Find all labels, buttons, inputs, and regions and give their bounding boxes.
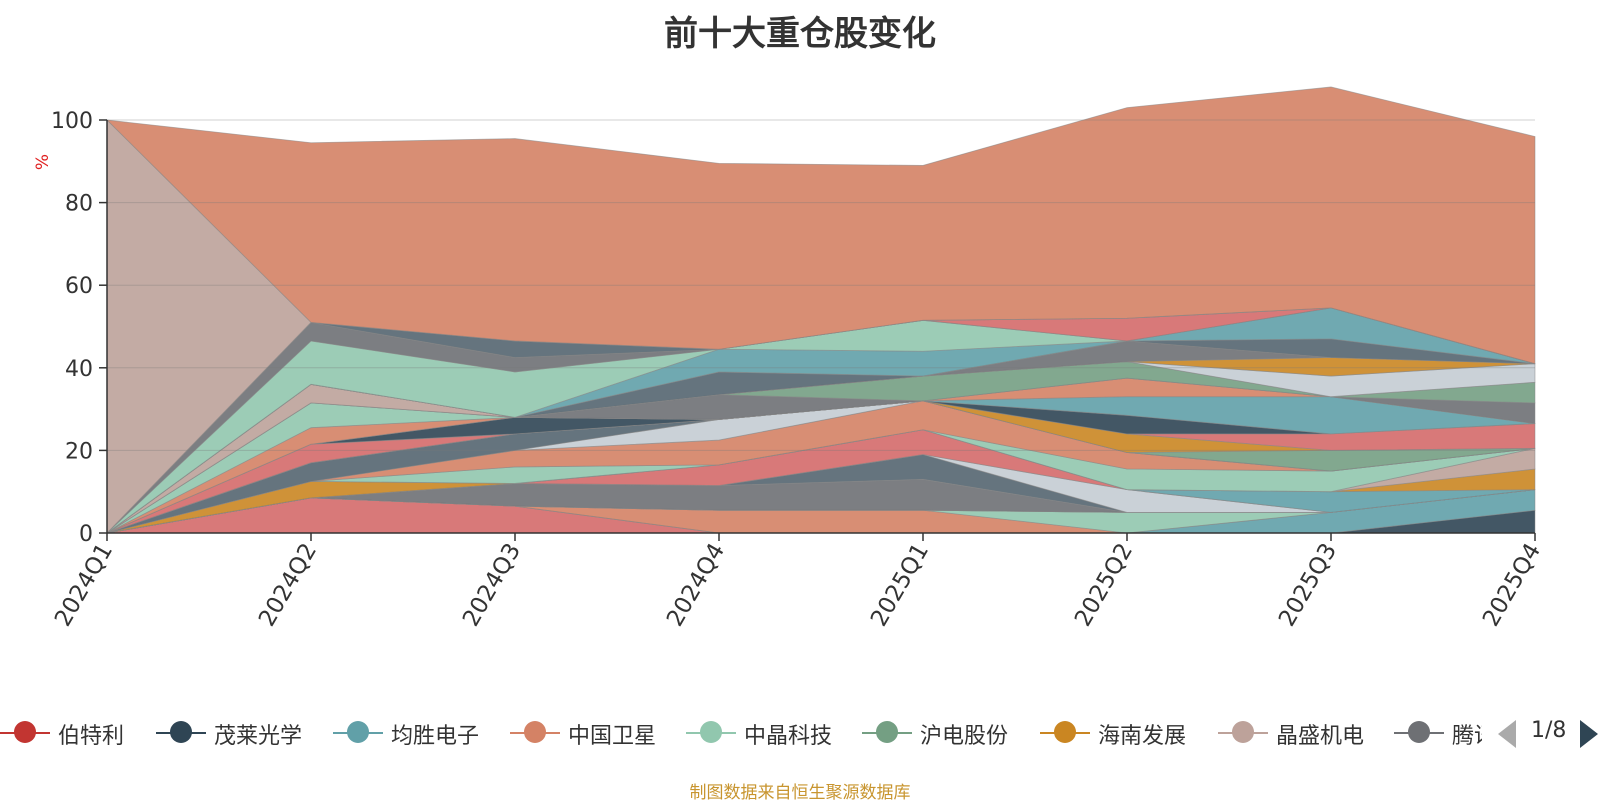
legend-circle-icon (524, 721, 546, 743)
y-tick-label: 20 (65, 439, 93, 464)
legend-label: 均胜电子 (391, 724, 480, 749)
legend-circle-icon (1408, 721, 1430, 743)
x-tick-label: 2025Q2 (1070, 539, 1138, 631)
legend-items: 伯特利 茂莱光学 均胜电子 中国卫星 中晶科技 沪电股份 海南发展 晶盛机电 腾讯 (0, 712, 1482, 752)
legend-circle-icon (347, 721, 369, 743)
legend-circle-icon (700, 721, 722, 743)
y-axis-unit: % (33, 154, 53, 170)
legend-item[interactable]: 海南发展 (1040, 712, 1215, 752)
legend-label: 伯特利 (58, 724, 125, 749)
legend-item[interactable]: 腾讯 (1394, 712, 1482, 752)
legend-circle-icon (876, 721, 898, 743)
legend-item[interactable]: 晶盛机电 (1218, 712, 1393, 752)
legend-item[interactable]: 茂莱光学 (156, 712, 331, 752)
legend-item[interactable]: 沪电股份 (862, 712, 1037, 752)
legend-pager: 1/8 (1498, 712, 1600, 752)
legend-label: 茂莱光学 (214, 724, 303, 749)
y-tick-label: 0 (79, 522, 93, 547)
stacked-area-chart: 0 20 40 60 80 100% 2024Q1 2024Q2 2024Q3 2024Q4 202… (33, 86, 1546, 631)
legend-item[interactable]: 均胜电子 (333, 712, 508, 752)
x-tick-label: 2024Q3 (458, 539, 526, 631)
legend-circle-icon (1054, 721, 1076, 743)
legend-circle-icon (170, 721, 192, 743)
y-tick-label: 100 (51, 109, 93, 134)
legend-item[interactable]: 中国卫星 (510, 712, 685, 752)
legend-label: 中晶科技 (744, 724, 833, 749)
legend-item[interactable]: 中晶科技 (686, 712, 861, 752)
legend-page-number: 1/8 (1531, 718, 1567, 743)
legend: 伯特利 茂莱光学 均胜电子 中国卫星 中晶科技 沪电股份 海南发展 晶盛机电 腾讯 (0, 712, 1600, 752)
legend-label: 晶盛机电 (1276, 724, 1365, 749)
x-tick-label: 2025Q1 (866, 539, 934, 631)
series-area-40 (105, 86, 1536, 365)
legend-next-arrow-icon[interactable] (1580, 720, 1598, 748)
legend-label: 腾讯 (1452, 724, 1482, 749)
chart-title: 前十大重仓股变化 (664, 14, 936, 54)
x-tick-label: 2025Q4 (1478, 539, 1546, 631)
legend-prev-arrow-icon[interactable] (1498, 720, 1516, 748)
source-note: 制图数据来自恒生聚源数据库 (689, 783, 911, 803)
x-tick-label: 2025Q3 (1274, 539, 1342, 631)
x-tick-label: 2024Q1 (50, 539, 118, 631)
legend-circle-icon (1232, 721, 1254, 743)
legend-label: 中国卫星 (568, 724, 657, 749)
legend-circle-icon (14, 721, 36, 743)
legend-label: 海南发展 (1098, 724, 1187, 749)
legend-item[interactable]: 伯特利 (0, 712, 175, 752)
x-tick-label: 2024Q4 (662, 539, 730, 631)
y-tick-label: 80 (65, 192, 93, 217)
x-tick-label: 2024Q2 (254, 539, 322, 631)
legend-label: 沪电股份 (920, 724, 1009, 749)
y-tick-label: 40 (65, 357, 93, 382)
y-tick-label: 60 (65, 274, 93, 299)
